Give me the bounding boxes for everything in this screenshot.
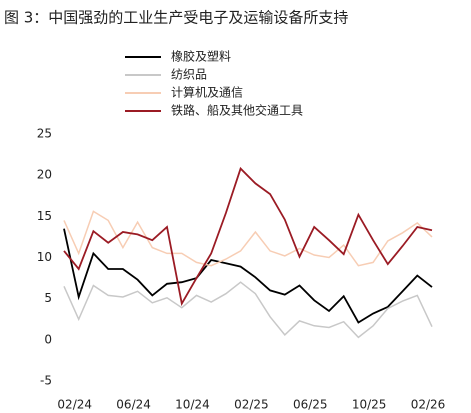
legend-label: 纺织品 [171,68,207,82]
legend-label: 铁路、船及其他交通工具 [171,103,303,118]
chart-title: 图 3：中国强劲的工业生产受电子及运输设备所支持 [4,9,348,27]
series-line [63,166,433,307]
x-tick-label: 10/25 [352,398,387,412]
x-tick-label: 06/24 [116,398,151,412]
x-tick-label: 06/25 [293,398,328,412]
series-line [63,210,433,267]
y-tick-label: -5 [40,374,52,388]
legend-label: 计算机及通信 [171,85,243,100]
y-tick-label: 10 [37,250,52,264]
x-tick-label: 02/25 [234,398,269,412]
x-tick-label: 02/24 [57,398,92,412]
series-line [63,228,433,324]
legend-label: 橡胶及塑料 [171,49,231,64]
y-tick-label: 5 [44,291,52,305]
y-tick-label: 15 [37,209,52,223]
x-tick-label: 02/26 [411,398,446,412]
y-tick-label: 20 [37,168,52,182]
series-line [63,281,433,339]
y-tick-label: 25 [37,127,52,141]
y-tick-label: 0 [44,332,52,346]
x-tick-label: 10/24 [175,398,210,412]
